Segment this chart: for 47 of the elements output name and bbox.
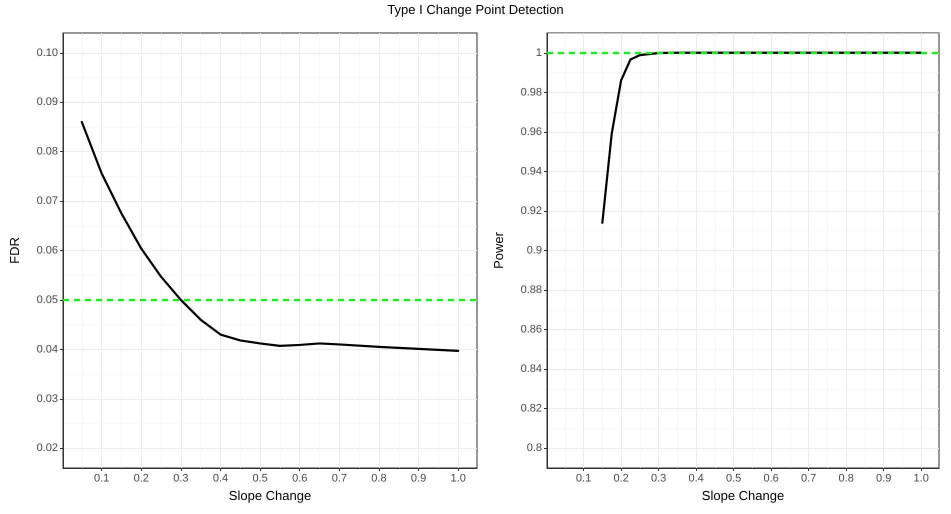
x-tick-label: 0.6	[763, 472, 779, 484]
y-tick-label: 0.8	[526, 442, 542, 454]
x-tick-label: 0.1	[94, 472, 110, 484]
x-axis-title: Slope Change	[228, 488, 312, 503]
y-tick-label: 0.05	[36, 294, 58, 306]
y-tick-label: 0.94	[520, 165, 542, 178]
x-tick-label: 0.7	[800, 472, 816, 484]
y-tick-label: 0.84	[520, 363, 542, 376]
x-tick-label: 0.6	[292, 472, 308, 484]
x-tick-label: 1.0	[450, 472, 466, 484]
y-tick-label: 0.86	[520, 324, 542, 336]
line-series	[601, 52, 922, 224]
y-tick-label: 0.88	[520, 284, 542, 296]
x-tick-label: 0.5	[726, 472, 742, 484]
x-tick-label: 0.4	[688, 472, 704, 484]
y-tick-label: 0.06	[36, 244, 58, 256]
x-tick-label: 0.8	[371, 472, 387, 484]
y-tick-label: 0.07	[36, 195, 58, 208]
x-tick-label: 0.9	[876, 472, 892, 484]
x-tick-label: 0.9	[410, 472, 426, 484]
y-tick-label: 0.09	[36, 96, 58, 108]
y-tick-label: 0.08	[36, 146, 58, 158]
y-axis-title: FDR	[7, 237, 22, 264]
x-tick-label: 0.8	[838, 472, 854, 484]
x-tick-label: 0.3	[650, 472, 666, 484]
x-tick-label: 0.2	[613, 472, 629, 484]
x-tick-label: 1.0	[914, 472, 929, 484]
y-tick-label: 0.82	[520, 402, 542, 415]
line-series	[80, 120, 460, 352]
y-tick-label: 0.98	[520, 86, 542, 98]
y-axis-title: Power	[491, 231, 506, 269]
x-tick-label: 0.7	[332, 472, 347, 484]
x-tick-label: 0.4	[212, 472, 228, 484]
y-tick-label: 0.96	[520, 126, 542, 138]
x-tick-label: 0.3	[173, 472, 189, 484]
y-tick-label: 1	[536, 46, 542, 59]
x-tick-label: 0.5	[252, 472, 268, 484]
y-tick-label: 0.92	[520, 204, 542, 217]
y-tick-label: 0.03	[36, 392, 58, 405]
y-tick-label: 0.9	[526, 244, 542, 256]
x-axis-title: Slope Change	[702, 488, 784, 503]
y-tick-label: 0.02	[36, 442, 58, 454]
x-tick-label: 0.1	[576, 472, 592, 484]
x-tick-label: 0.2	[134, 472, 149, 484]
y-tick-label: 0.04	[36, 343, 58, 356]
y-tick-label: 0.10	[36, 46, 58, 59]
chart-title: Type I Change Point Detection	[386, 2, 565, 17]
